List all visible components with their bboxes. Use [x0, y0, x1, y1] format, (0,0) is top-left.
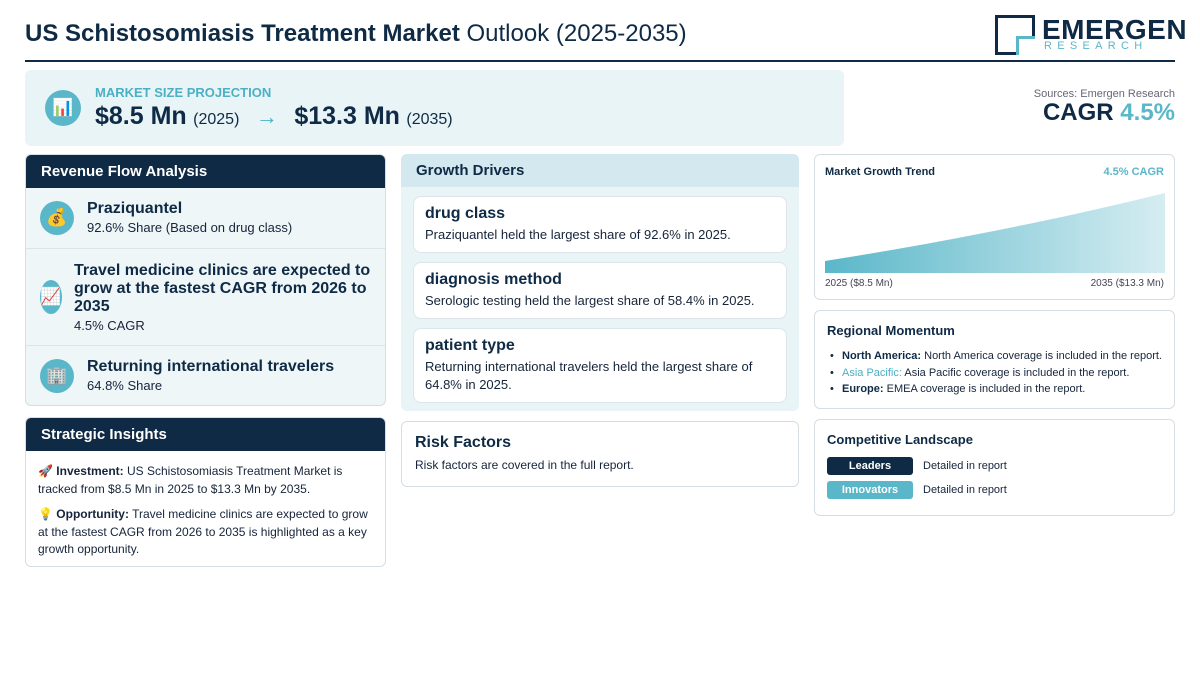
bar-chart-icon: 📊	[45, 90, 81, 126]
region-name: Europe:	[842, 383, 884, 395]
building-icon: 🏢	[40, 359, 74, 393]
growth-drivers-panel: Growth Drivers drug class Praziquantel h…	[401, 154, 799, 411]
revenue-item-title: Travel medicine clinics are expected to …	[74, 262, 371, 315]
page-header: US Schistosomiasis Treatment Market Outl…	[25, 12, 1187, 62]
opportunity-insight: 💡 Opportunity: Travel medicine clinics a…	[38, 506, 373, 559]
revenue-item-subtitle: 4.5% CAGR	[74, 318, 145, 333]
risk-factors-heading: Risk Factors	[415, 434, 512, 451]
lightbulb-icon: 💡	[38, 507, 53, 521]
money-bag-icon: 💰	[40, 201, 74, 235]
competitor-row: Leaders Detailed in report	[827, 457, 1162, 475]
trend-area-series	[825, 193, 1165, 273]
trend-cagr-label: 4.5% CAGR	[1103, 166, 1164, 178]
region-text: North America coverage is included in th…	[924, 350, 1162, 362]
revenue-item-subtitle: 64.8% Share	[87, 378, 163, 393]
strategic-insights-body: 🚀 Investment: US Schistosomiasis Treatme…	[26, 451, 385, 559]
driver-card: drug class Praziquantel held the largest…	[413, 196, 787, 253]
competitor-desc: Detailed in report	[923, 460, 1007, 472]
driver-card-title: patient type	[425, 337, 515, 354]
cagr-label: CAGR	[1042, 99, 1114, 126]
driver-card-title: drug class	[425, 205, 506, 222]
opportunity-text: Travel medicine clinics are expected to …	[38, 507, 368, 556]
competitive-landscape-panel: Competitive Landscape Leaders Detailed i…	[814, 419, 1175, 516]
trend-heading: Market Growth Trend	[825, 166, 936, 178]
cagr-headline: CAGR 4.5%	[1034, 100, 1175, 126]
region-item: North America: North America coverage is…	[827, 348, 1162, 365]
region-list: North America: North America coverage is…	[827, 348, 1162, 398]
projection-start-year: (2025)	[193, 111, 240, 128]
driver-card: patient type Returning international tra…	[413, 328, 787, 403]
market-size-projection: 📊 MARKET SIZE PROJECTION $8.5 Mn (2025) …	[25, 70, 844, 146]
sources-note: Sources: Emergen Research	[1033, 88, 1175, 100]
investment-label: Investment:	[56, 464, 124, 478]
driver-card-text: Praziquantel held the largest share of 9…	[425, 227, 731, 242]
driver-card-title: diagnosis method	[425, 271, 562, 288]
cagr-summary: Sources: Emergen Research CAGR 4.5%	[1034, 88, 1175, 126]
innovators-tag: Innovators	[827, 481, 913, 499]
region-item: Asia Pacific: Asia Pacific coverage is i…	[827, 365, 1162, 382]
driver-card-text: Serologic testing held the largest share…	[425, 293, 755, 308]
rocket-icon: 🚀	[38, 464, 53, 478]
revenue-flow-heading: Revenue Flow Analysis	[26, 155, 385, 188]
projection-start-value: $8.5 Mn	[95, 102, 187, 130]
driver-card-text: Returning international travelers held t…	[425, 359, 753, 392]
page-title-rest: Outlook (2025-2035)	[466, 20, 687, 47]
revenue-item: 💰 Praziquantel 92.6% Share (Based on dru…	[26, 188, 385, 248]
emergen-logo: EMERGEN RESEARCH	[995, 14, 1187, 56]
logo-mark-icon	[995, 15, 1035, 55]
competitor-row: Innovators Detailed in report	[827, 481, 1162, 499]
strategic-insights-heading: Strategic Insights	[26, 418, 385, 451]
revenue-item-subtitle: 92.6% Share (Based on drug class)	[87, 220, 293, 235]
risk-factors-panel: Risk Factors Risk factors are covered in…	[401, 421, 799, 487]
region-text: Asia Pacific coverage is included in the…	[904, 366, 1130, 379]
region-item: Europe: EMEA coverage is included in the…	[827, 381, 1162, 398]
investment-text: US Schistosomiasis Treatment Market is t…	[38, 464, 343, 496]
competitor-desc: Detailed in report	[923, 484, 1007, 496]
projection-values: $8.5 Mn (2025) → $13.3 Mn (2035)	[95, 102, 453, 131]
revenue-item: 🏢 Returning international travelers 64.8…	[26, 345, 385, 405]
projection-end-value: $13.3 Mn	[294, 102, 400, 130]
trend-area-chart	[825, 193, 1165, 273]
trending-up-icon: 📈	[40, 280, 62, 314]
strategic-insights-panel: Strategic Insights 🚀 Investment: US Schi…	[25, 417, 386, 567]
projection-end-year: (2035)	[406, 111, 453, 128]
trend-start-label: 2025 ($8.5 Mn)	[825, 278, 893, 289]
opportunity-label: Opportunity:	[56, 507, 129, 521]
risk-factors-text: Risk factors are covered in the full rep…	[415, 458, 634, 472]
leaders-tag: Leaders	[827, 457, 913, 475]
competitive-landscape-heading: Competitive Landscape	[827, 432, 973, 447]
investment-insight: 🚀 Investment: US Schistosomiasis Treatme…	[38, 463, 373, 498]
logo-name: EMERGEN	[1042, 14, 1188, 45]
market-growth-trend-panel: Market Growth Trend 4.5% CAGR 2025 ($8.5…	[814, 154, 1175, 300]
logo-subtitle: RESEARCH	[1044, 40, 1148, 52]
page-title-bold: US Schistosomiasis Treatment Market	[25, 20, 460, 47]
page-title: US Schistosomiasis Treatment Market Outl…	[25, 20, 687, 48]
revenue-item-title: Returning international travelers	[87, 358, 335, 375]
projection-label: MARKET SIZE PROJECTION	[95, 85, 272, 100]
revenue-item: 📈 Travel medicine clinics are expected t…	[26, 248, 385, 345]
cagr-value: 4.5%	[1120, 99, 1175, 126]
trend-end-label: 2035 ($13.3 Mn)	[1090, 278, 1164, 289]
arrow-right-icon: →	[255, 104, 278, 129]
region-name: Asia Pacific:	[842, 366, 902, 379]
growth-drivers-heading: Growth Drivers	[401, 154, 799, 187]
revenue-item-title: Praziquantel	[87, 200, 183, 217]
driver-card: diagnosis method Serologic testing held …	[413, 262, 787, 319]
regional-momentum-heading: Regional Momentum	[827, 323, 955, 338]
region-name: North America:	[842, 350, 922, 362]
regional-momentum-panel: Regional Momentum North America: North A…	[814, 310, 1175, 409]
revenue-flow-panel: Revenue Flow Analysis 💰 Praziquantel 92.…	[25, 154, 386, 406]
region-text: EMEA coverage is included in the report.	[886, 383, 1086, 395]
